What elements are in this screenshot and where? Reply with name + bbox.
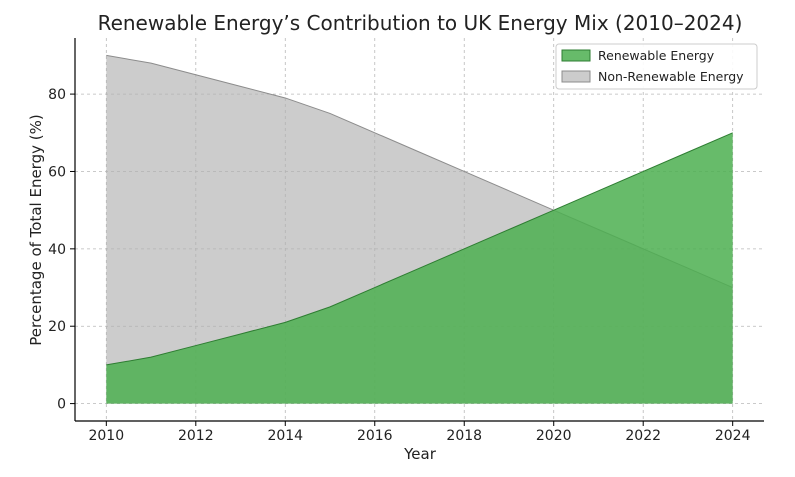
legend-swatch-renewable [561, 49, 591, 62]
y-tick-label: 40 [48, 242, 66, 258]
x-tick-label: 2024 [715, 428, 751, 444]
areas [106, 54, 733, 404]
legend-box [555, 43, 758, 90]
y-axis-label: Percentage of Total Energy (%) [27, 114, 45, 345]
x-tick-label: 2020 [536, 428, 572, 444]
x-tick-label: 2022 [625, 428, 661, 444]
x-axis-label: Year [403, 445, 437, 463]
y-tick-label: 0 [57, 397, 66, 413]
line-renewable [106, 132, 733, 366]
chart-title: Renewable Energy’s Contribution to UK En… [98, 11, 743, 35]
x-tick-label: 2018 [446, 428, 482, 444]
x-tick-label: 2010 [88, 428, 124, 444]
legend-swatch-non-renewable [561, 70, 591, 83]
y-tick-label: 60 [48, 164, 66, 180]
y-tick-label: 20 [48, 319, 66, 335]
legend-label-renewable: Renewable Energy [598, 48, 715, 63]
x-tick-label: 2012 [178, 428, 214, 444]
x-tick-label: 2014 [267, 428, 303, 444]
x-tick-label: 2016 [357, 428, 393, 444]
axes [74, 38, 764, 422]
legend-label-non-renewable: Non-Renewable Energy [598, 69, 744, 84]
y-tick-label: 80 [48, 87, 66, 103]
ticks: 2010 2012 2014 2016 2018 2020 2022 2024 0 20 40 60 8… [48, 87, 750, 444]
legend: Renewable Energy Non-Renewable Energy [555, 43, 758, 90]
